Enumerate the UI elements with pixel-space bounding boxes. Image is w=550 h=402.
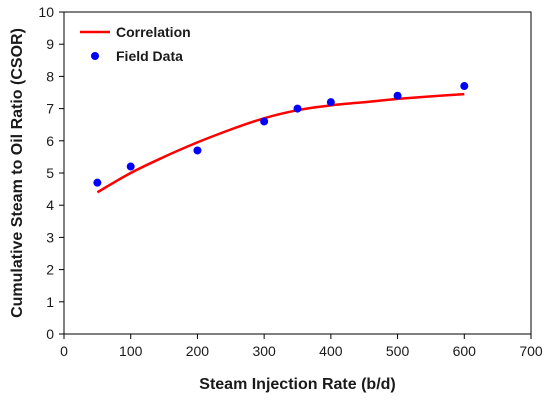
y-tick-label: 5 bbox=[46, 165, 54, 181]
legend-marker-swatch bbox=[91, 52, 99, 60]
y-tick-label: 1 bbox=[46, 294, 54, 310]
data-point-field-data bbox=[293, 104, 302, 113]
y-tick-label: 4 bbox=[46, 197, 54, 213]
y-tick-label: 6 bbox=[46, 133, 54, 149]
data-point-field-data bbox=[393, 91, 402, 100]
y-tick-label: 7 bbox=[46, 101, 54, 117]
x-tick-label: 200 bbox=[186, 343, 210, 359]
y-tick-label: 8 bbox=[46, 68, 54, 84]
y-tick-label: 9 bbox=[46, 36, 54, 52]
y-tick-label: 3 bbox=[46, 229, 54, 245]
x-tick-label: 500 bbox=[386, 343, 410, 359]
data-point-field-data bbox=[126, 162, 135, 171]
data-point-field-data bbox=[193, 146, 202, 155]
x-tick-label: 300 bbox=[252, 343, 276, 359]
x-tick-label: 100 bbox=[119, 343, 143, 359]
y-axis-ticks: 0 1 2 3 4 5 6 7 8 9 10 bbox=[38, 4, 64, 342]
x-axis-ticks: 0 100 200 300 400 500 600 700 bbox=[60, 334, 543, 359]
x-tick-label: 400 bbox=[319, 343, 343, 359]
x-tick-label: 0 bbox=[60, 343, 68, 359]
legend: Correlation Field Data bbox=[80, 24, 191, 64]
x-tick-label: 700 bbox=[519, 343, 543, 359]
y-tick-label: 2 bbox=[46, 262, 54, 278]
y-axis-title: Cumulative Steam to Oil Ratio (CSOR) bbox=[9, 28, 26, 318]
legend-label-field-data: Field Data bbox=[116, 48, 183, 64]
legend-label-correlation: Correlation bbox=[116, 24, 191, 40]
y-tick-label: 0 bbox=[46, 326, 54, 342]
y-tick-label: 10 bbox=[38, 4, 54, 20]
data-point-field-data bbox=[460, 82, 469, 91]
x-tick-label: 600 bbox=[453, 343, 477, 359]
series-line-correlation bbox=[96, 92, 465, 194]
data-point-field-data bbox=[260, 117, 269, 126]
data-point-field-data bbox=[326, 98, 335, 107]
data-point-field-data bbox=[93, 178, 102, 187]
series-layer bbox=[93, 82, 469, 194]
y-axis-title-group: Cumulative Steam to Oil Ratio (CSOR) bbox=[9, 28, 26, 318]
x-axis-title: Steam Injection Rate (b/d) bbox=[199, 376, 395, 393]
